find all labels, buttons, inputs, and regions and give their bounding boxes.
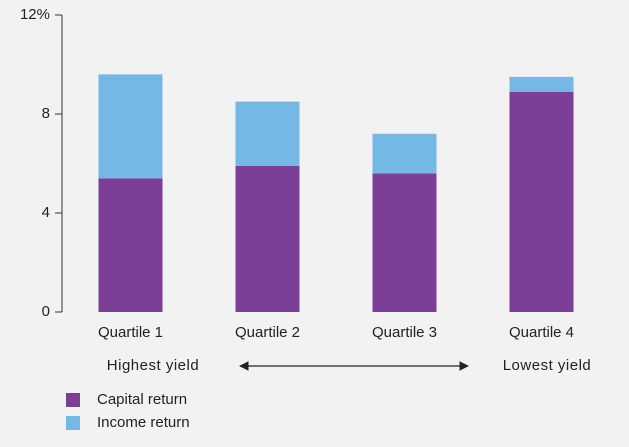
bar-segment	[509, 76, 574, 92]
x-tick-label: Quartile 3	[372, 324, 437, 341]
legend-label: Capital return	[97, 391, 187, 408]
bar-segment	[372, 173, 437, 312]
bar-segment	[98, 178, 163, 312]
bar-segment	[509, 91, 574, 312]
y-tick-label: 12%	[20, 6, 50, 23]
legend-swatch	[66, 416, 80, 430]
annotation: Highest yield	[107, 357, 199, 374]
x-tick-label: Quartile 1	[98, 324, 163, 341]
y-tick-label: 8	[42, 105, 50, 122]
bar-segment	[98, 74, 163, 179]
bar-segment	[235, 101, 300, 166]
legend-swatch	[66, 393, 80, 407]
annotation: Lowest yield	[503, 357, 592, 374]
bar-segment	[372, 133, 437, 174]
legend-label: Income return	[97, 414, 190, 431]
bar-segment	[235, 165, 300, 312]
x-tick-label: Quartile 4	[509, 324, 574, 341]
x-tick-label: Quartile 2	[235, 324, 300, 341]
y-tick-label: 4	[42, 204, 50, 221]
y-tick-label: 0	[42, 303, 50, 320]
